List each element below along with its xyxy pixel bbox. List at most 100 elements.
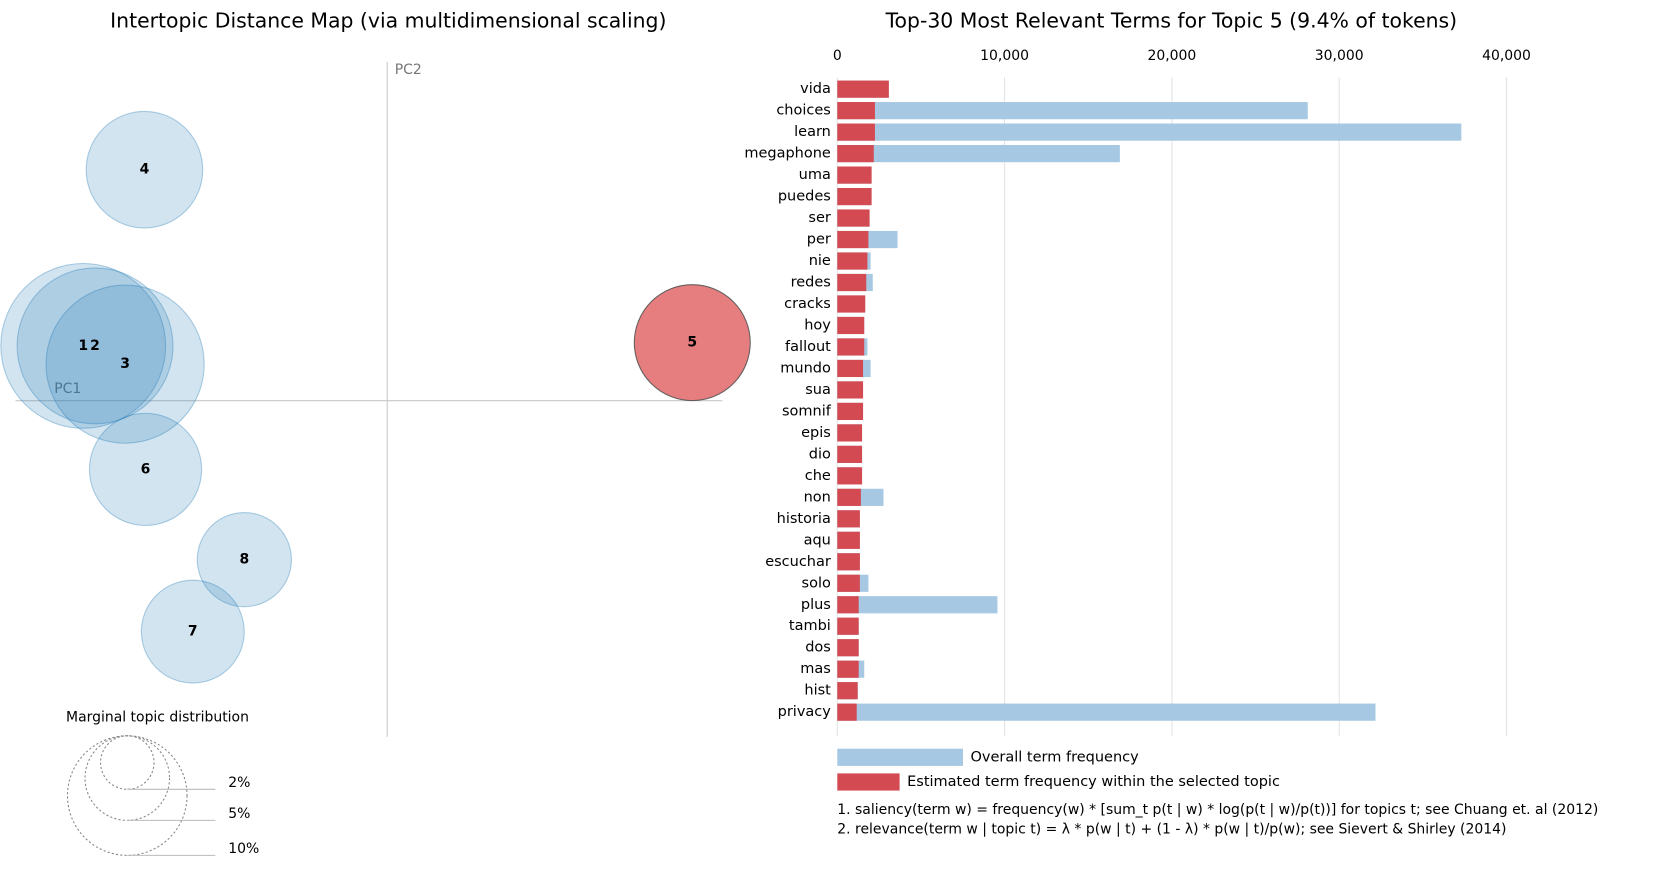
pc2-label: PC2 xyxy=(395,62,422,78)
bar xyxy=(837,145,1120,163)
term-label: dio xyxy=(809,446,831,462)
x-tick-label: 0 xyxy=(833,48,842,64)
bar xyxy=(837,639,859,657)
bar xyxy=(837,381,864,399)
topic-label: 4 xyxy=(140,162,150,178)
bar xyxy=(837,510,860,528)
term-label: puedes xyxy=(778,189,831,205)
legend-label: Estimated term frequency within the sele… xyxy=(907,774,1280,790)
term-label: mas xyxy=(800,661,831,677)
x-tick-label: 20,000 xyxy=(1147,48,1196,64)
bar xyxy=(837,80,889,98)
bar xyxy=(837,617,859,635)
topic-bubble xyxy=(16,267,174,425)
bar xyxy=(837,145,874,163)
bar xyxy=(837,102,875,120)
term-label: escuchar xyxy=(765,554,831,570)
bar xyxy=(837,445,863,463)
bar xyxy=(837,574,860,592)
bar xyxy=(837,703,1376,721)
term-label: tambi xyxy=(789,618,831,634)
bar xyxy=(837,402,864,420)
bar xyxy=(837,273,867,292)
bar xyxy=(837,467,863,485)
bar xyxy=(837,359,864,378)
x-tick-label: 30,000 xyxy=(1315,48,1364,64)
size-legend-title: Marginal topic distribution xyxy=(66,710,249,726)
term-label: non xyxy=(804,489,831,505)
bar xyxy=(837,424,863,442)
topic-bubble xyxy=(0,262,167,429)
term-label: redes xyxy=(791,275,831,291)
topic-label: 5 xyxy=(687,335,697,351)
bar xyxy=(837,596,859,614)
bar xyxy=(837,488,861,506)
topic-bubble xyxy=(85,110,204,229)
topic-bubble xyxy=(633,284,751,402)
term-label: dos xyxy=(805,640,831,656)
term-label: fallout xyxy=(785,339,831,355)
topic-label: 6 xyxy=(141,461,151,477)
term-label: epis xyxy=(801,425,831,441)
term-label: per xyxy=(807,232,831,248)
term-label: historia xyxy=(777,511,831,527)
term-label: learn xyxy=(794,124,831,140)
legend-label: Overall term frequency xyxy=(970,749,1139,765)
size-legend-label: 5% xyxy=(228,806,250,822)
size-legend-label: 10% xyxy=(228,841,259,857)
term-label: choices xyxy=(776,103,831,119)
footnote: 1. saliency(term w) = frequency(w) * [su… xyxy=(837,802,1598,818)
topic-bubble xyxy=(88,412,203,527)
pc1-label: PC1 xyxy=(54,381,81,397)
term-label: sua xyxy=(805,382,831,398)
term-label: megaphone xyxy=(744,146,831,162)
term-label: ser xyxy=(808,210,830,226)
bar xyxy=(837,295,866,313)
size-legend-circle xyxy=(66,735,188,856)
footnote: 2. relevance(term w | topic t) = λ * p(w… xyxy=(837,821,1506,837)
bar xyxy=(837,338,865,356)
bar xyxy=(837,316,865,335)
bar xyxy=(837,123,875,141)
term-label: aqu xyxy=(804,532,831,548)
topic-bubble xyxy=(140,579,245,684)
bar xyxy=(837,209,870,227)
bar xyxy=(837,703,857,721)
term-label: hist xyxy=(804,683,831,699)
bar xyxy=(837,187,872,206)
bar xyxy=(837,123,1462,141)
term-label: mundo xyxy=(780,360,831,376)
bar xyxy=(837,660,859,678)
term-label: privacy xyxy=(778,704,832,720)
bar xyxy=(837,252,868,270)
term-label: solo xyxy=(802,575,831,591)
bar xyxy=(837,230,869,249)
bar xyxy=(837,553,860,571)
bar xyxy=(837,102,1308,120)
topic-bubble xyxy=(45,284,205,444)
bar xyxy=(837,166,872,184)
x-tick-label: 10,000 xyxy=(980,48,1029,64)
legend-swatch xyxy=(837,748,963,766)
term-label: plus xyxy=(801,597,831,613)
term-label: vida xyxy=(800,81,831,97)
bar xyxy=(837,596,998,614)
topic-label: 2 xyxy=(90,338,100,354)
term-label: che xyxy=(805,468,831,484)
topic-bubble xyxy=(196,512,292,608)
bar-title: Top-30 Most Relevant Terms for Topic 5 (… xyxy=(885,8,1458,32)
topic-label: 3 xyxy=(120,356,130,372)
term-label: somnif xyxy=(782,403,832,419)
topic-label: 8 xyxy=(239,552,249,568)
term-label: uma xyxy=(799,167,831,183)
bar xyxy=(837,531,860,549)
term-label: nie xyxy=(809,253,831,269)
x-tick-label: 40,000 xyxy=(1482,48,1531,64)
map-title: Intertopic Distance Map (via multidimens… xyxy=(110,8,666,32)
bar xyxy=(837,682,858,700)
topic-label: 7 xyxy=(188,624,198,640)
legend-swatch xyxy=(837,773,900,791)
